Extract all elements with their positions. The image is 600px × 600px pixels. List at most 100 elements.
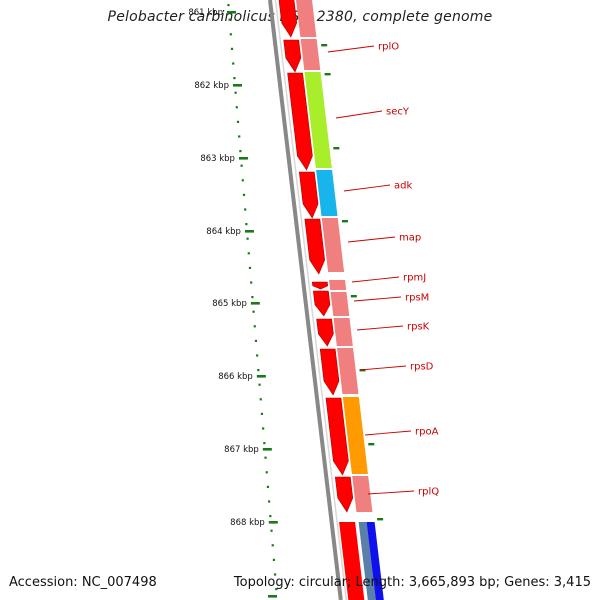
ruler-dot [269,515,272,518]
gene-labels: rplO secY adk map rpmJ rpsM rpsK rpsD rpoA rplQ [327,42,439,498]
cds-track [278,0,354,513]
ruler-dot [275,588,278,591]
ruler-dot [264,456,267,459]
kbp-label: 867 kbp [224,445,259,455]
feature-tick [333,147,340,150]
accession-text: Accession: NC_007498 [9,575,157,590]
ruler-dot [230,47,234,50]
cds-arrow [325,397,349,476]
gene-label-rpsD: rpsD [410,362,434,373]
ruler-dot [254,339,258,342]
feature-tracks [296,0,384,600]
ruler-dot [241,179,244,182]
gene-leader-line [353,296,402,302]
ruler-dot [250,281,253,284]
backbone-shadow [274,0,348,600]
gene-label-rpoA: rpoA [415,427,439,438]
ruler-dot [232,62,235,65]
ruler-dot [234,91,237,94]
kbp-label: 862 kbp [194,81,229,91]
gene-leader-line [343,184,391,192]
cds-arrow [283,39,302,73]
gene-leader-line [347,236,396,243]
ruler-dot [251,296,254,299]
ruler-dot [265,471,268,474]
feature-band [321,218,345,272]
ruler-dot [227,4,230,7]
feature-band [352,476,373,512]
ruler-dot [247,252,250,255]
ruler-major-tick [268,521,278,524]
ruler-dot [238,135,241,138]
feature-band [330,292,350,316]
cds-arrow [311,281,329,290]
ruler-dot [272,558,276,561]
feature-band [296,0,317,37]
cds-block [339,522,365,600]
ruler-dot [274,573,277,576]
kbp-label: 864 kbp [206,227,241,237]
kbp-label: 861 kbp [188,8,223,18]
ruler-dot [240,164,243,167]
cds-arrow [334,476,354,513]
ruler-dot [233,77,236,80]
feature-tick [377,518,384,521]
gene-leader-line [356,325,404,331]
gene-leader-line [327,45,375,53]
cds-arrow [316,318,334,347]
feature-band [316,170,338,216]
kbp-label: 863 kbp [200,154,235,164]
kbp-label: 866 kbp [218,372,253,382]
feature-tick [350,295,357,298]
ruler-dot [236,120,240,123]
gene-label-rpsM: rpsM [405,293,429,304]
gene-leader-line [367,490,415,495]
ruler-dot [229,33,232,36]
ruler-major-tick [232,84,242,87]
ruler-major-tick [244,230,254,233]
ruler-dot [268,500,271,503]
feature-band [300,39,321,70]
feature-tick [341,220,348,223]
ruler-dot [244,208,247,211]
ruler-dot [258,383,261,386]
ruler-dot [242,193,246,196]
feature-tick [324,73,331,76]
cds-arrow [287,72,313,171]
gene-leader-line [335,110,383,119]
gene-label-map: map [399,233,421,244]
ruler-major-tick [262,448,272,451]
cds-arrow [304,218,325,275]
ruler-dot [228,18,231,21]
ruler-dot [239,150,242,153]
gene-leader-line [351,276,400,283]
gene-label-rpsK: rpsK [407,322,430,333]
ruler-dot [253,325,256,328]
feature-band-steel [358,522,376,600]
ruler-major-tick [268,595,277,598]
ruler-dot [270,529,273,532]
kbp-ruler: 861 kbp 862 kbp 863 kbp 864 kbp 865 kbp 866 k… [188,4,278,598]
cds-arrow [319,348,340,396]
cds-arrow [313,290,331,317]
genome-backbone [268,0,348,600]
kbp-label: 868 kbp [230,518,265,528]
gene-leader-line [359,365,407,371]
cds-arrow [278,0,298,38]
ruler-dot [252,310,255,313]
ruler-major-tick [256,375,266,378]
gene-label-rplO: rplO [378,42,399,53]
ruler-dot [263,442,266,445]
ruler-dot [259,398,262,401]
ruler-dot [235,106,238,109]
feature-band [329,280,347,290]
backbone-line [268,0,343,600]
ruler-dot [262,427,265,430]
ruler-dot [271,544,274,547]
ruler-dot [266,485,270,488]
feature-band-blue [366,522,384,600]
cds-arrow [298,171,319,219]
feature-tick [321,44,328,47]
feature-band [342,397,368,474]
